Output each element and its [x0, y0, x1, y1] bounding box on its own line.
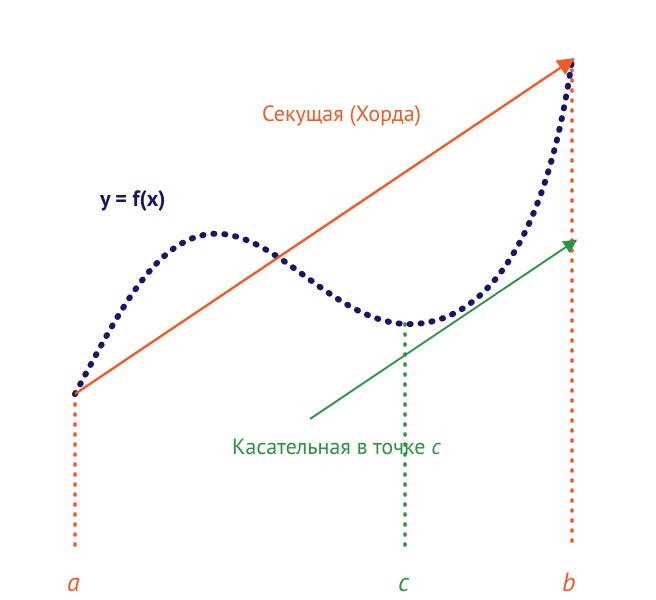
function-label: y = f(x)	[100, 185, 165, 213]
secant-label: Секущая (Хорда)	[262, 100, 421, 128]
tangent-label-c: c	[431, 433, 440, 461]
axis-label-c: c	[398, 566, 409, 599]
mvt-diagram: Секущая (Хорда) y = f(x) Касательная в т…	[0, 0, 656, 600]
axis-label-b: b	[562, 566, 576, 599]
tangent-label-text: Касательная в точке	[232, 433, 431, 461]
tangent-label: Касательная в точке c	[232, 433, 441, 461]
axis-label-a: a	[67, 566, 80, 599]
tangent-line	[310, 241, 575, 419]
diagram-svg	[0, 0, 656, 600]
